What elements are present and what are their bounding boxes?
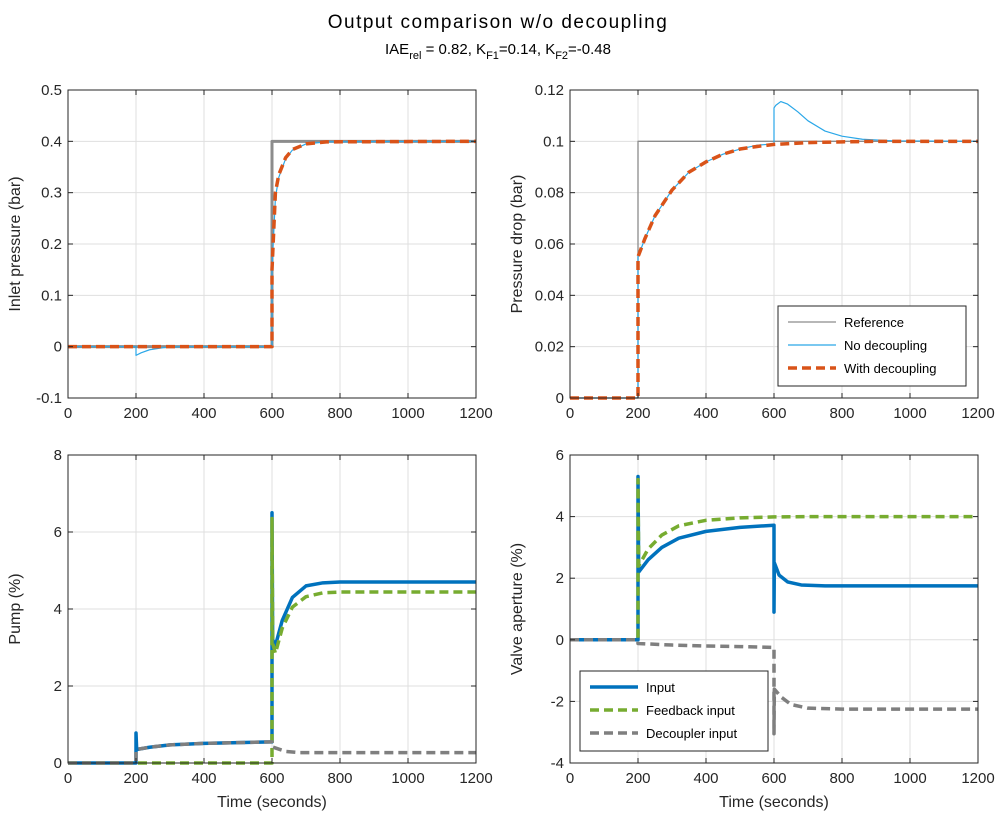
y-tick-label: 0.3: [41, 185, 62, 202]
x-tick-label: 1200: [961, 405, 994, 422]
legend: Reference No decoupling With decoupling: [777, 305, 967, 387]
y-tick-label: 0: [556, 390, 564, 407]
legend-entry-label: No decoupling: [844, 338, 927, 353]
series-line-feedback-input: [570, 477, 978, 642]
x-axis-label: Time (seconds): [719, 794, 829, 811]
x-tick-label: 200: [123, 405, 148, 422]
x-tick-label: 1000: [893, 405, 926, 422]
y-tick-label: 0.4: [41, 133, 62, 150]
subplot-1: 0 200 400 600 800 1000 1200-0.100.10.20.30.40.…: [7, 82, 493, 422]
x-axis-label: Time (seconds): [217, 794, 327, 811]
y-tick-label: 0: [556, 632, 564, 649]
y-axis-label: Valve aperture (%): [509, 543, 526, 675]
y-tick-label: 0.02: [535, 339, 564, 356]
series-line-with-decoupling: [68, 139, 476, 349]
series-line-feedback-input: [68, 516, 476, 765]
y-tick-label: -4: [551, 755, 564, 772]
y-tick-label: 0.5: [41, 82, 62, 99]
x-tick-label: 1200: [459, 405, 492, 422]
x-tick-label: 600: [259, 770, 284, 787]
y-tick-label: 6: [556, 447, 564, 464]
legend-entry-label: Input: [646, 680, 675, 695]
series-line-decoupler-input: [570, 638, 978, 736]
series-line-decoupler-input: [68, 740, 476, 765]
x-tick-label: 0: [64, 405, 72, 422]
y-axis-label: Inlet pressure (bar): [7, 176, 24, 311]
x-tick-label: 800: [327, 405, 352, 422]
x-tick-label: 1000: [893, 770, 926, 787]
legend-entry-label: Decoupler input: [646, 726, 737, 741]
legend-entry-label: Feedback input: [646, 703, 735, 718]
y-tick-label: 0.12: [535, 82, 564, 99]
subplot-4: 0 200 400 600 800 1000 1200 -4 -2 0 2 4 6 Valve apert…: [509, 447, 995, 811]
x-tick-label: 0: [566, 770, 574, 787]
y-tick-label: 2: [556, 570, 564, 587]
x-tick-label: 800: [829, 405, 854, 422]
series-group: [570, 474, 978, 736]
legend: Input Feedback input Decoupler input: [579, 670, 769, 752]
x-tick-label: 0: [64, 770, 72, 787]
y-tick-label: 4: [54, 601, 62, 618]
y-tick-label: -0.1: [36, 390, 62, 407]
figure-title: Output comparison w/o decoupling: [328, 12, 669, 33]
x-tick-label: 600: [259, 405, 284, 422]
x-tick-label: 1000: [391, 770, 424, 787]
y-tick-label: 0.06: [535, 236, 564, 253]
x-tick-label: 400: [191, 405, 216, 422]
series-group: [68, 139, 476, 356]
y-tick-label: 8: [54, 447, 62, 464]
x-tick-label: 800: [829, 770, 854, 787]
x-tick-label: 1000: [391, 405, 424, 422]
y-axis-label: Pressure drop (bar): [509, 175, 526, 314]
x-tick-label: 600: [761, 405, 786, 422]
subplot-3: 0 200 400 600 800 1000 1200 0 2 4 6 8 Pump (%) Time (…: [7, 447, 493, 811]
y-axis-label: Pump (%): [7, 573, 24, 644]
y-tick-label: 0: [54, 339, 62, 356]
x-tick-label: 400: [693, 770, 718, 787]
x-tick-label: 200: [625, 770, 650, 787]
x-tick-label: 200: [123, 770, 148, 787]
x-tick-label: 400: [693, 405, 718, 422]
x-tick-label: 0: [566, 405, 574, 422]
legend-box: [777, 305, 967, 387]
y-tick-label: 0.08: [535, 185, 564, 202]
y-tick-label: 0.2: [41, 236, 62, 253]
y-tick-label: 0.1: [543, 133, 564, 150]
legend-entry-label: Reference: [844, 315, 904, 330]
series-line-with-decoupling: [570, 139, 978, 400]
y-tick-label: -2: [551, 693, 564, 710]
y-tick-label: 0: [54, 755, 62, 772]
x-tick-label: 1200: [459, 770, 492, 787]
y-tick-label: 0.1: [41, 287, 62, 304]
y-tick-label: 2: [54, 678, 62, 695]
y-tick-label: 4: [556, 509, 564, 526]
figure-subtitle: IAErel = 0.82, KF1=0.14, KF2=-0.48: [385, 41, 611, 62]
y-tick-label: 0.04: [535, 287, 564, 304]
legend-entry-label: With decoupling: [844, 361, 937, 376]
x-tick-label: 200: [625, 405, 650, 422]
x-tick-label: 600: [761, 770, 786, 787]
series-group: [68, 511, 476, 765]
x-tick-label: 400: [191, 770, 216, 787]
x-tick-label: 1200: [961, 770, 994, 787]
y-tick-label: 6: [54, 524, 62, 541]
x-tick-label: 800: [327, 770, 352, 787]
subplot-2: 0 200 400 600 800 1000 1200 0 0.02 0.04 0.06 0.08 0.…: [509, 82, 995, 422]
